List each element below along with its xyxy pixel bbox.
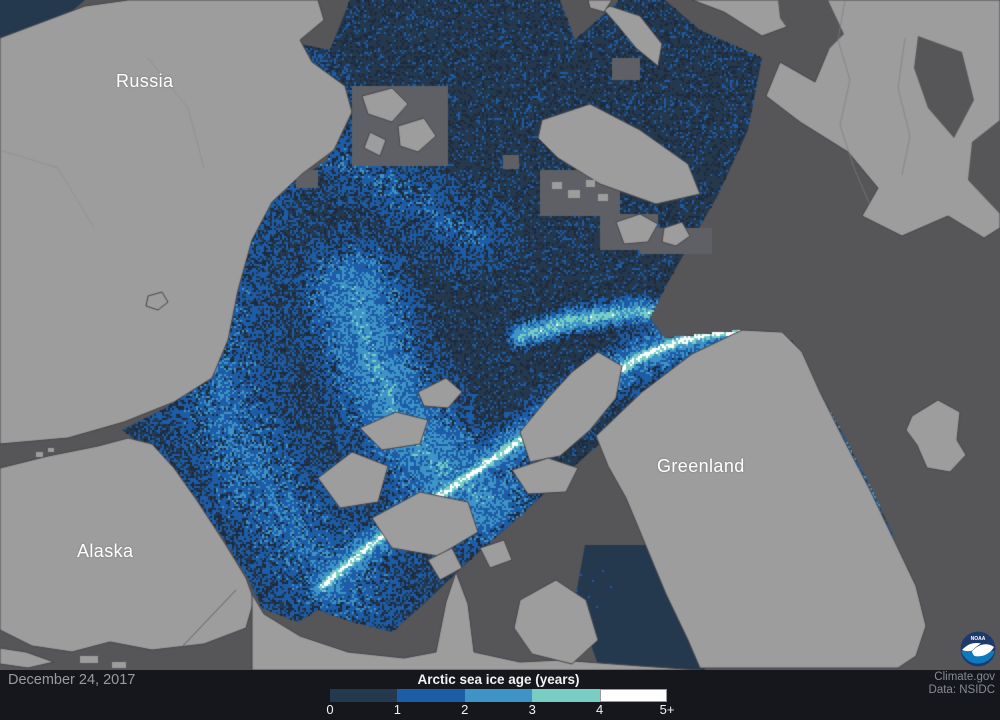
legend-tick: 2 — [461, 702, 469, 717]
noaa-logo-icon: NOAA — [960, 631, 996, 667]
legend: Arctic sea ice age (years) 0 1 2 3 4 5+ — [326, 670, 674, 720]
legend-tick: 5+ — [659, 702, 675, 717]
map-label-greenland: Greenland — [657, 456, 745, 476]
legend-segment — [532, 689, 600, 702]
map-date: December 24, 2017 — [8, 672, 136, 688]
legend-tick: 4 — [595, 702, 604, 717]
legend-tick: 3 — [528, 702, 536, 717]
legend-tick-labels: 0 1 2 3 4 5+ — [326, 702, 674, 718]
footer-bar: December 24, 2017 Arctic sea ice age (ye… — [0, 670, 1000, 720]
credit-data: Data: NSIDC — [928, 683, 995, 696]
legend-segment — [330, 689, 398, 702]
legend-colorbar — [330, 689, 668, 702]
credits: Climate.gov Data: NSIDC — [929, 671, 995, 696]
legend-segment — [599, 689, 668, 702]
arctic-map-canvas — [0, 0, 1000, 670]
map-label-russia: Russia — [116, 71, 174, 91]
legend-segment — [397, 689, 465, 702]
credit-source: Climate.gov — [934, 671, 995, 683]
map-label-alaska: Alaska — [77, 541, 134, 561]
legend-tick: 0 — [326, 702, 334, 717]
legend-segment — [464, 689, 533, 702]
svg-text:NOAA: NOAA — [971, 636, 986, 642]
legend-title: Arctic sea ice age (years) — [417, 672, 580, 687]
legend-tick: 1 — [393, 702, 402, 717]
